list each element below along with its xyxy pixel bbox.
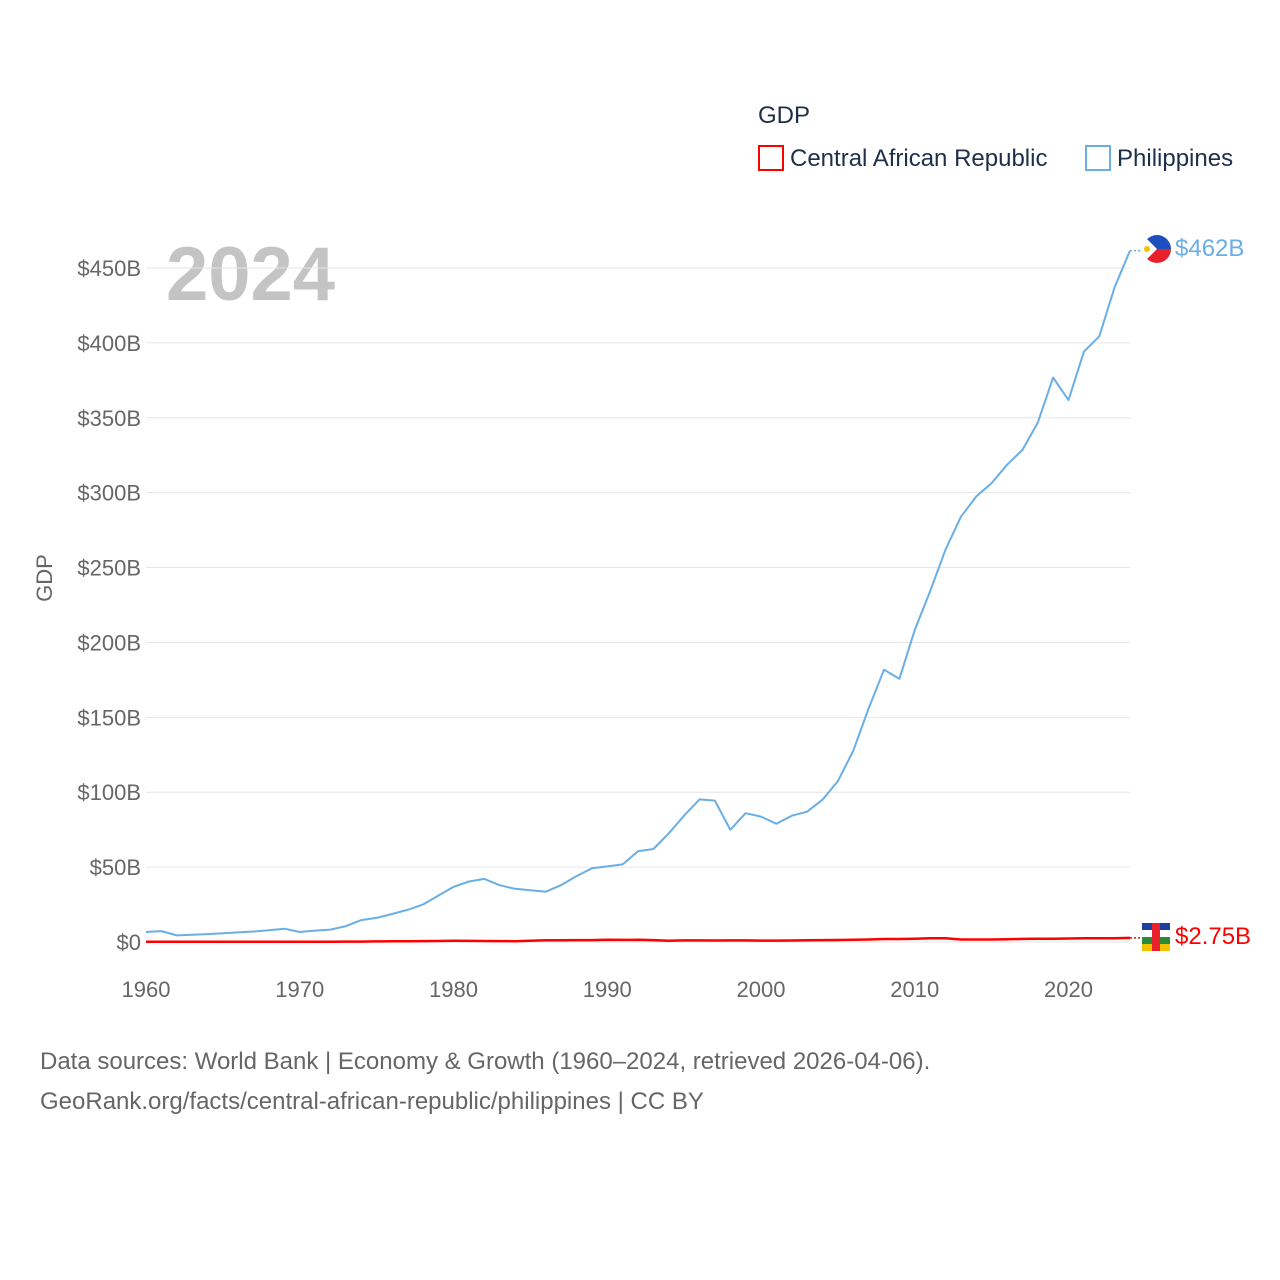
x-tick-label: 1970 — [275, 977, 324, 1002]
y-tick-label: $150B — [77, 705, 141, 730]
gdp-chart: 2024 $0 $50B $100B $150B $200B $250B $300B $350… — [32, 102, 1251, 1002]
y-tick-label: $50B — [90, 855, 141, 880]
legend-label-central-african-republic[interactable]: Central African Republic — [790, 145, 1047, 172]
y-tick-label: $200B — [77, 630, 141, 655]
y-tick-label: $100B — [77, 780, 141, 805]
x-tick-label: 2000 — [737, 977, 786, 1002]
legend: GDP Central African Republic Philippines — [758, 102, 1233, 172]
central-african-republic-flag-icon — [1142, 923, 1170, 951]
legend-swatch-central-african-republic[interactable] — [758, 145, 784, 171]
x-tick-label: 1960 — [122, 977, 171, 1002]
end-label-central-african-republic: $2.75B — [1175, 923, 1251, 950]
y-tick-label: $250B — [77, 556, 141, 581]
y-axis-ticks: $0 $50B $100B $150B $200B $250B $300B $350B $400… — [77, 256, 141, 955]
series-line-philippines[interactable] — [145, 250, 1131, 937]
y-tick-label: $0 — [117, 930, 141, 955]
legend-title: GDP — [758, 102, 810, 129]
data-source-note: Data sources: World Bank | Economy & Gro… — [40, 1042, 930, 1122]
year-label: 2024 — [166, 232, 335, 317]
x-tick-label: 1990 — [583, 977, 632, 1002]
philippines-flag-icon — [1143, 235, 1171, 263]
series-lines — [145, 249, 1142, 944]
source-line-1: Data sources: World Bank | Economy & Gro… — [40, 1048, 931, 1075]
legend-swatch-philippines[interactable] — [1085, 145, 1111, 171]
y-tick-label: $450B — [77, 256, 141, 281]
source-line-2: GeoRank.org/facts/central-african-republ… — [40, 1088, 704, 1115]
series-line-central-african-republic[interactable] — [146, 936, 1131, 944]
x-tick-label: 2010 — [890, 977, 939, 1002]
gridlines — [146, 267, 1130, 943]
y-tick-label: $300B — [77, 481, 141, 506]
y-axis-label: GDP — [32, 554, 57, 602]
x-axis-ticks: 1960 1970 1980 1990 2000 2010 2020 — [122, 977, 1093, 1002]
end-label-philippines: $462B — [1175, 235, 1244, 262]
x-tick-label: 2020 — [1044, 977, 1093, 1002]
y-tick-label: $350B — [77, 406, 141, 431]
y-tick-label: $400B — [77, 331, 141, 356]
legend-label-philippines[interactable]: Philippines — [1117, 145, 1233, 172]
x-tick-label: 1980 — [429, 977, 478, 1002]
